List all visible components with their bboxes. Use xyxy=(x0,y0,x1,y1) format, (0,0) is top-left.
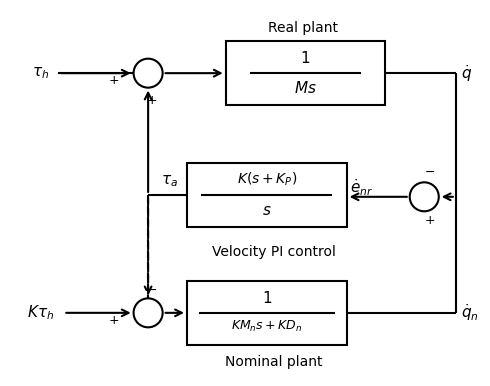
Text: +: + xyxy=(147,95,157,107)
Text: $1$: $1$ xyxy=(262,290,272,306)
Text: $s$: $s$ xyxy=(262,203,271,218)
Text: $K\tau_h$: $K\tau_h$ xyxy=(27,303,54,322)
Text: $\dot{e}_{nr}$: $\dot{e}_{nr}$ xyxy=(350,177,373,198)
Text: +: + xyxy=(109,74,120,87)
Text: +: + xyxy=(425,214,436,227)
Bar xyxy=(187,163,347,227)
Text: $\dot{q}$: $\dot{q}$ xyxy=(461,63,472,84)
Text: $\tau_a$: $\tau_a$ xyxy=(161,174,178,190)
Text: $KM_ns+KD_n$: $KM_ns+KD_n$ xyxy=(231,318,302,334)
Text: Nominal plant: Nominal plant xyxy=(225,355,323,369)
Ellipse shape xyxy=(134,298,163,327)
Text: −: − xyxy=(147,283,157,296)
Bar xyxy=(225,41,386,105)
Ellipse shape xyxy=(410,182,439,211)
Ellipse shape xyxy=(134,59,163,88)
Text: $\dot{q}_n$: $\dot{q}_n$ xyxy=(461,302,478,323)
Text: $\tau_h$: $\tau_h$ xyxy=(32,65,49,81)
Text: $Ms$: $Ms$ xyxy=(294,80,317,96)
Text: $1$: $1$ xyxy=(300,50,311,66)
Text: −: − xyxy=(425,166,435,179)
Text: $K(s+K_P)$: $K(s+K_P)$ xyxy=(237,171,297,188)
Text: +: + xyxy=(109,313,120,327)
Text: Real plant: Real plant xyxy=(268,20,338,34)
Bar xyxy=(187,281,347,345)
Text: Velocity PI control: Velocity PI control xyxy=(212,245,336,259)
